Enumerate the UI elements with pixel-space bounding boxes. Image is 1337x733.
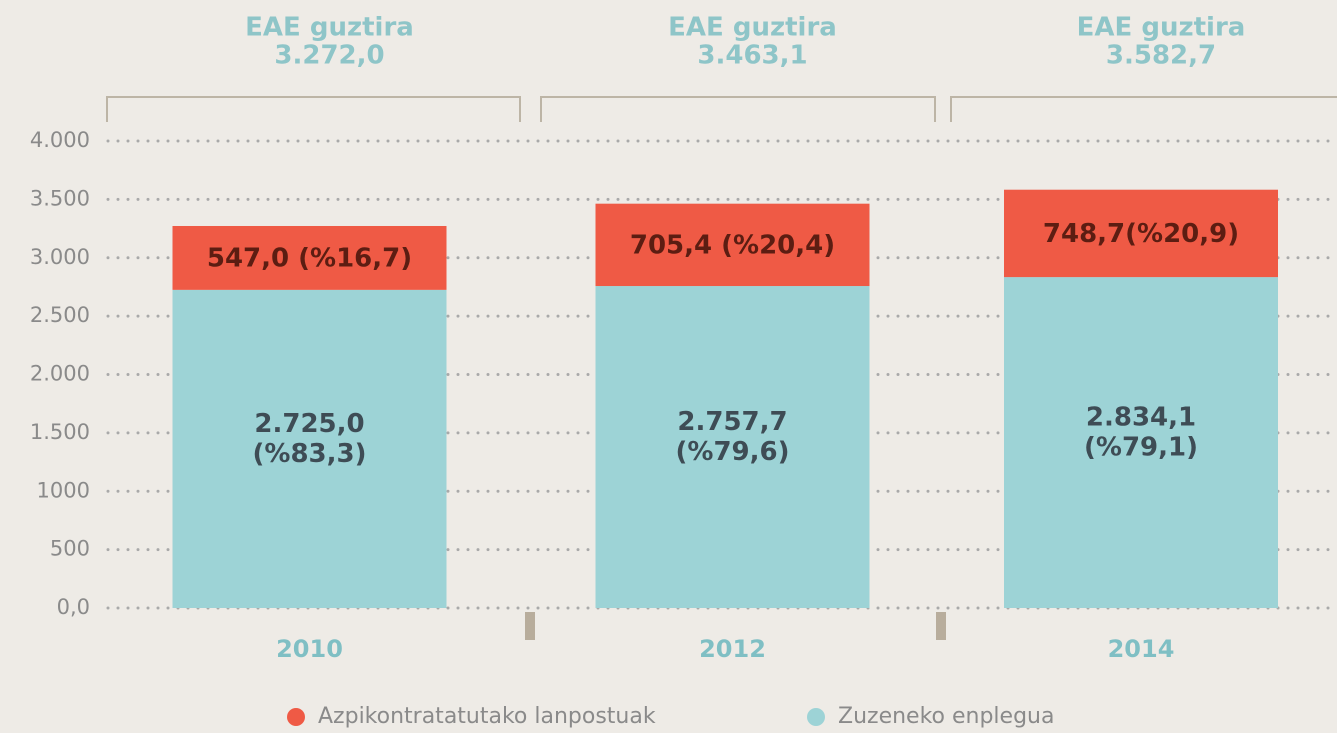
value-label: 705,4 (%20,4) xyxy=(630,230,835,260)
total-value: 3.272,0 xyxy=(274,41,384,71)
y-tick-label: 500 xyxy=(50,537,90,561)
bar-segment xyxy=(595,203,870,287)
value-label: 2.834,1 (%79,1) xyxy=(1084,402,1198,462)
y-tick-label: 1.500 xyxy=(30,420,90,444)
total-title: EAE guztira xyxy=(1077,13,1246,43)
separator xyxy=(936,612,946,640)
value-label: 2.725,0 (%83,3) xyxy=(253,408,367,468)
brackets xyxy=(106,96,1337,122)
total-value: 3.582,7 xyxy=(1106,41,1216,71)
value-label: 2.757,7 (%79,6) xyxy=(676,407,790,467)
y-tick-label: 3.000 xyxy=(30,245,90,269)
legend-marker xyxy=(807,708,825,726)
bracket xyxy=(950,96,1337,122)
x-tick-label: 2012 xyxy=(699,635,766,663)
total-title: EAE guztira xyxy=(668,13,837,43)
value-label: 547,0 (%16,7) xyxy=(207,243,412,273)
y-tick-label: 4.000 xyxy=(30,128,90,152)
y-tick-label: 2.000 xyxy=(30,362,90,386)
bar-segment xyxy=(172,225,447,290)
y-tick-label: 0,0 xyxy=(57,595,90,619)
legend-marker xyxy=(287,708,305,726)
separator xyxy=(525,612,535,640)
legend-label: Zuzeneko enplegua xyxy=(838,704,1054,729)
bar-segment xyxy=(172,289,447,608)
total-title: EAE guztira xyxy=(245,13,414,43)
value-label: 748,7(%20,9) xyxy=(1043,219,1239,249)
total-value: 3.463,1 xyxy=(697,41,807,71)
bar-segment xyxy=(1004,277,1278,608)
bar-segment xyxy=(1004,189,1278,278)
x-tick-label: 2014 xyxy=(1108,635,1175,663)
y-tick-label: 1000 xyxy=(37,478,90,502)
x-tick-label: 2010 xyxy=(276,635,343,663)
legend-label: Azpikontratatutako lanpostuak xyxy=(318,704,656,729)
bar-segment xyxy=(595,286,870,608)
y-tick-label: 3.500 xyxy=(30,186,90,210)
bracket xyxy=(106,96,521,122)
y-tick-label: 2.500 xyxy=(30,303,90,327)
bracket xyxy=(540,96,936,122)
